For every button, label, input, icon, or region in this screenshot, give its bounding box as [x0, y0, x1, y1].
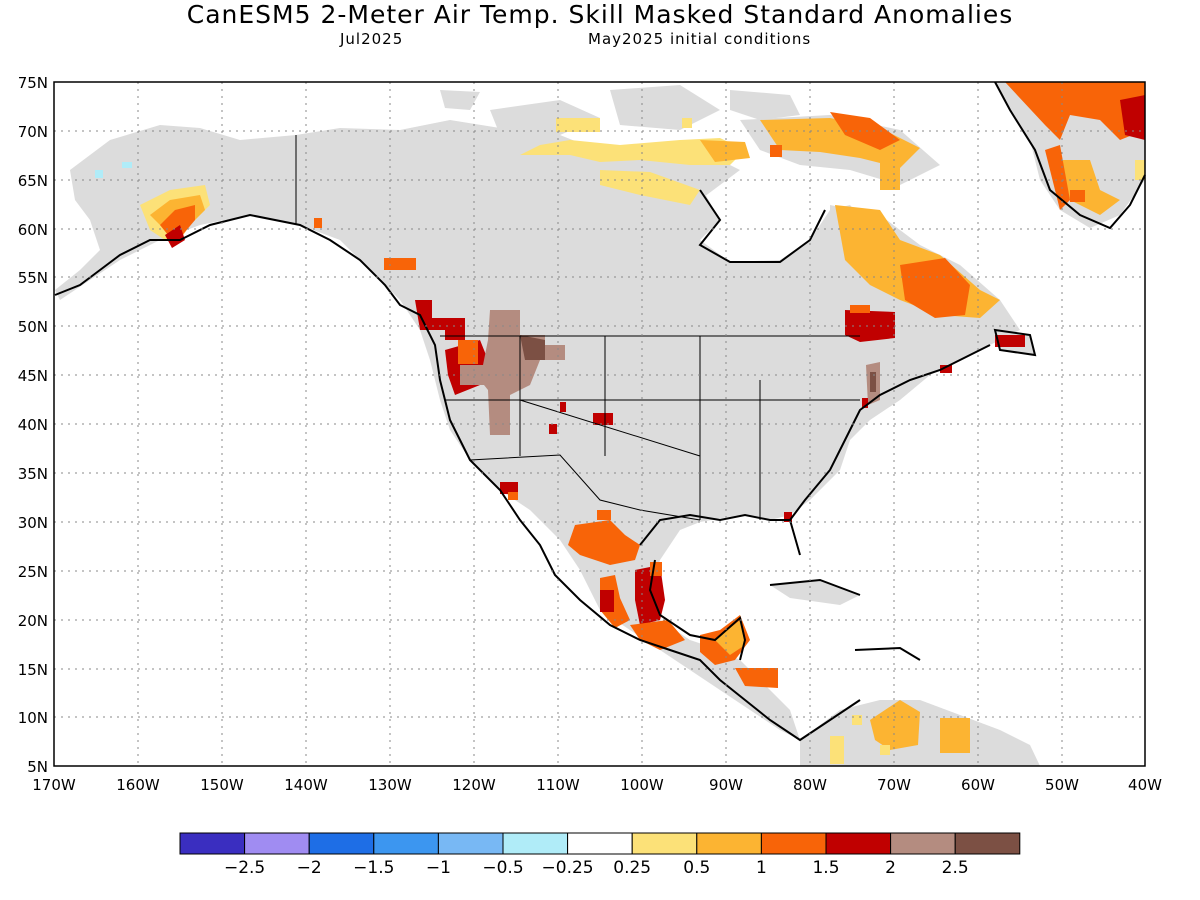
lat-label-65: 65N — [18, 172, 48, 190]
colorbar-swatch — [631, 832, 698, 855]
initial-conditions-label: May2025 initial conditions — [588, 30, 812, 48]
colorbar-swatch — [308, 832, 375, 855]
coastlines — [54, 81, 1146, 742]
colorbar-swatch — [825, 832, 892, 855]
lon-label-160w: 160W — [116, 776, 160, 794]
lat-label-5: 5N — [27, 758, 48, 776]
lat-label-30: 30N — [18, 514, 48, 532]
lat-label-70: 70N — [18, 123, 48, 141]
colorbar-label: −1 — [426, 858, 451, 878]
colorbar-swatch — [244, 832, 310, 855]
colorbar-swatch — [696, 832, 762, 855]
colorbar: −2.5 −2 −1.5 −1 −0.5 −0.25 0.25 0.5 1 1.5 2 2.5 — [179, 832, 1021, 878]
colorbar-label: 2 — [885, 858, 896, 878]
colorbar-swatch — [502, 832, 569, 855]
lat-label-40: 40N — [18, 416, 48, 434]
lat-label-75: 75N — [18, 74, 48, 92]
map-frame — [53, 81, 1146, 767]
lat-label-10: 10N — [18, 709, 48, 727]
lat-label-35: 35N — [18, 465, 48, 483]
lat-label-45: 45N — [18, 367, 48, 385]
colorbar-label: 2.5 — [942, 858, 969, 878]
lon-label-60w: 60W — [961, 776, 995, 794]
lon-label-140w: 140W — [284, 776, 328, 794]
colorbar-label: 1 — [756, 858, 767, 878]
lon-label-50w: 50W — [1045, 776, 1079, 794]
colorbar-label: −0.25 — [542, 858, 594, 878]
lat-label-20: 20N — [18, 612, 48, 630]
anomaly-cells — [95, 82, 1145, 764]
colorbar-swatch — [760, 832, 827, 855]
lon-label-120w: 120W — [452, 776, 496, 794]
colorbar-swatch — [890, 832, 956, 855]
colorbar-swatch — [437, 832, 504, 855]
colorbar-label: −1.5 — [353, 858, 394, 878]
colorbar-label: −2.5 — [224, 858, 265, 878]
lon-label-90w: 90W — [709, 776, 743, 794]
lat-label-60: 60N — [18, 221, 48, 239]
colorbar-swatch — [373, 832, 439, 855]
lat-label-15: 15N — [18, 661, 48, 679]
political-borders — [295, 135, 860, 521]
lon-label-100w: 100W — [620, 776, 664, 794]
lon-label-80w: 80W — [793, 776, 827, 794]
colorbar-label: 0.25 — [613, 858, 651, 878]
lat-label-25: 25N — [18, 563, 48, 581]
lon-label-150w: 150W — [200, 776, 244, 794]
lat-label-50: 50N — [18, 318, 48, 336]
lat-axis: 75N 70N 65N 60N 55N 50N 45N 40N 35N 30N … — [18, 74, 48, 776]
gridlines — [54, 82, 1145, 766]
colorbar-swatch — [179, 832, 246, 855]
lon-label-70w: 70W — [877, 776, 911, 794]
lon-label-40w: 40W — [1128, 776, 1162, 794]
lon-label-170w: 170W — [32, 776, 76, 794]
colorbar-label: −0.5 — [482, 858, 523, 878]
lon-axis: 170W 160W 150W 140W 130W 120W 110W 100W … — [32, 776, 1162, 794]
lat-label-55: 55N — [18, 269, 48, 287]
colorbar-swatch — [567, 832, 633, 855]
map-title: CanESM5 2-Meter Air Temp. Skill Masked S… — [186, 0, 1014, 29]
valid-month-label: Jul2025 — [340, 30, 404, 48]
lon-label-110w: 110W — [536, 776, 580, 794]
colorbar-label: 0.5 — [683, 858, 710, 878]
map-panel — [53, 81, 1146, 767]
colorbar-label: −2 — [297, 858, 322, 878]
colorbar-label: 1.5 — [812, 858, 839, 878]
colorbar-swatch — [954, 832, 1021, 855]
lon-label-130w: 130W — [368, 776, 412, 794]
